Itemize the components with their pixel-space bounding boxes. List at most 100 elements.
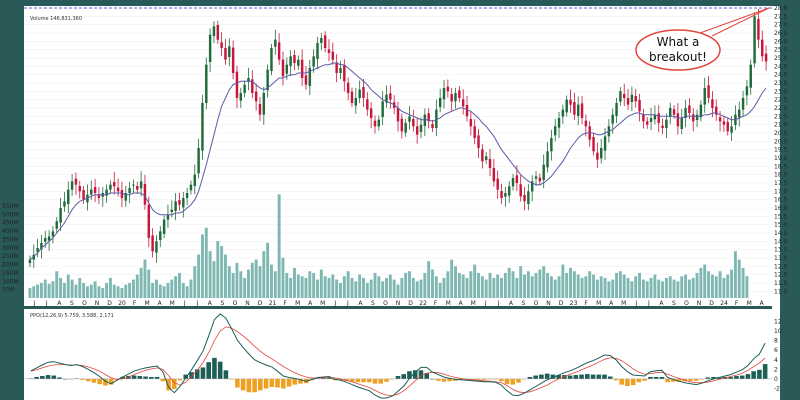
x-tick-label: M <box>295 300 300 307</box>
ppo-histogram-bar <box>384 378 389 382</box>
candle-body <box>143 184 147 205</box>
candle-body <box>55 221 58 229</box>
price-tick-label: 18.5 <box>774 163 788 170</box>
volume-bar <box>730 269 734 298</box>
ppo-histogram-bar <box>533 375 538 379</box>
candle-body <box>185 193 189 198</box>
volume-bar <box>93 281 97 298</box>
candle-body <box>285 64 289 74</box>
ppo-histogram-bar <box>183 374 189 379</box>
ppo-histogram-bar <box>510 378 516 385</box>
candle-body <box>109 184 112 190</box>
ppo-histogram-bar <box>194 369 200 379</box>
candle-body <box>707 85 710 98</box>
volume-bar <box>74 284 78 298</box>
candle-body <box>596 152 599 160</box>
candle-body <box>745 86 749 96</box>
ppo-histogram-bar <box>447 378 452 382</box>
ppo-histogram-bar <box>200 367 206 379</box>
ppo-histogram-bar <box>372 378 378 384</box>
volume-tick-label: 300M <box>2 245 19 252</box>
volume-bar <box>461 274 465 298</box>
volume-bar <box>208 251 212 298</box>
ppo-histogram-bar <box>108 378 114 385</box>
ppo-histogram-bar <box>171 378 177 389</box>
volume-bar <box>235 262 239 298</box>
volume-bar <box>323 276 327 298</box>
candle-body <box>212 26 216 36</box>
callout-pointer <box>711 7 770 37</box>
candle-body <box>688 105 691 113</box>
volume-bar <box>304 277 308 298</box>
volume-bar <box>546 272 549 298</box>
volume-bar <box>131 279 135 298</box>
volume-bar <box>193 266 197 298</box>
price-tick-label: 11.0 <box>774 288 788 295</box>
volume-bar <box>415 281 419 298</box>
candle-body <box>749 64 752 88</box>
ppo-histogram-bar <box>143 376 148 379</box>
candle-body <box>228 46 231 57</box>
volume-bar <box>247 269 250 298</box>
candle-body <box>51 231 55 237</box>
ppo-histogram-bar <box>728 376 734 379</box>
volume-bar <box>569 267 572 298</box>
candle-body <box>366 99 369 110</box>
x-tick-label: A <box>358 300 363 307</box>
price-tick-label: 19.5 <box>774 147 788 154</box>
volume-bar <box>162 286 166 298</box>
volume-bar <box>200 234 204 298</box>
price-tick-label: 13.5 <box>774 247 788 254</box>
ppo-histogram-bar <box>412 370 418 379</box>
volume-bar <box>726 274 730 298</box>
candle-body <box>358 89 361 98</box>
volume-bar <box>737 259 741 298</box>
ppo-indicator <box>24 313 772 399</box>
ppo-histogram-bar <box>280 378 286 389</box>
ppo-tick-label: 10 <box>774 328 782 335</box>
ppo-histogram-bar <box>315 378 320 379</box>
candle-body <box>653 114 657 120</box>
volume-bar <box>657 279 661 298</box>
price-tick-label: 14.0 <box>774 238 788 245</box>
volume-bar <box>89 284 93 298</box>
volume-bar <box>227 266 231 298</box>
ppo-line <box>30 313 766 399</box>
volume-bar <box>653 274 657 298</box>
x-tick-label: M <box>747 300 752 307</box>
candle-body <box>515 175 519 183</box>
volume-bar <box>446 271 450 298</box>
candle-body <box>216 25 220 40</box>
volume-bar <box>718 271 722 298</box>
volume-bar <box>300 276 304 298</box>
volume-bar <box>630 281 634 298</box>
volume-bar <box>515 277 519 298</box>
volume-bar <box>70 279 74 298</box>
candle-body <box>320 38 323 43</box>
price-tick-label: 22.5 <box>774 97 788 104</box>
candle-body <box>645 121 649 125</box>
ppo-histogram-bar <box>476 378 481 380</box>
ppo-histogram-bar <box>493 378 498 380</box>
ppo-histogram-bar <box>441 378 447 382</box>
volume-bar <box>634 276 638 298</box>
volume-bar <box>526 271 530 298</box>
ppo-histogram-bar <box>602 374 607 379</box>
volume-bar <box>588 271 592 298</box>
volume-bar <box>143 259 147 298</box>
ppo-histogram-bar <box>498 378 504 382</box>
x-tick-label: O <box>233 300 238 307</box>
candle-body <box>611 114 614 124</box>
ppo-histogram-bar <box>62 378 68 380</box>
ppo-histogram-bar <box>252 378 257 393</box>
volume-bar <box>262 251 266 298</box>
volume-bar <box>308 271 312 298</box>
volume-tick-label: 500M <box>2 211 19 218</box>
candle-body <box>70 181 74 190</box>
ppo-histogram-bar <box>103 378 108 386</box>
volume-bar <box>36 284 40 298</box>
candle-body <box>649 118 653 122</box>
candle-body <box>638 100 641 112</box>
candle-body <box>139 181 143 189</box>
volume-bar <box>281 257 285 298</box>
